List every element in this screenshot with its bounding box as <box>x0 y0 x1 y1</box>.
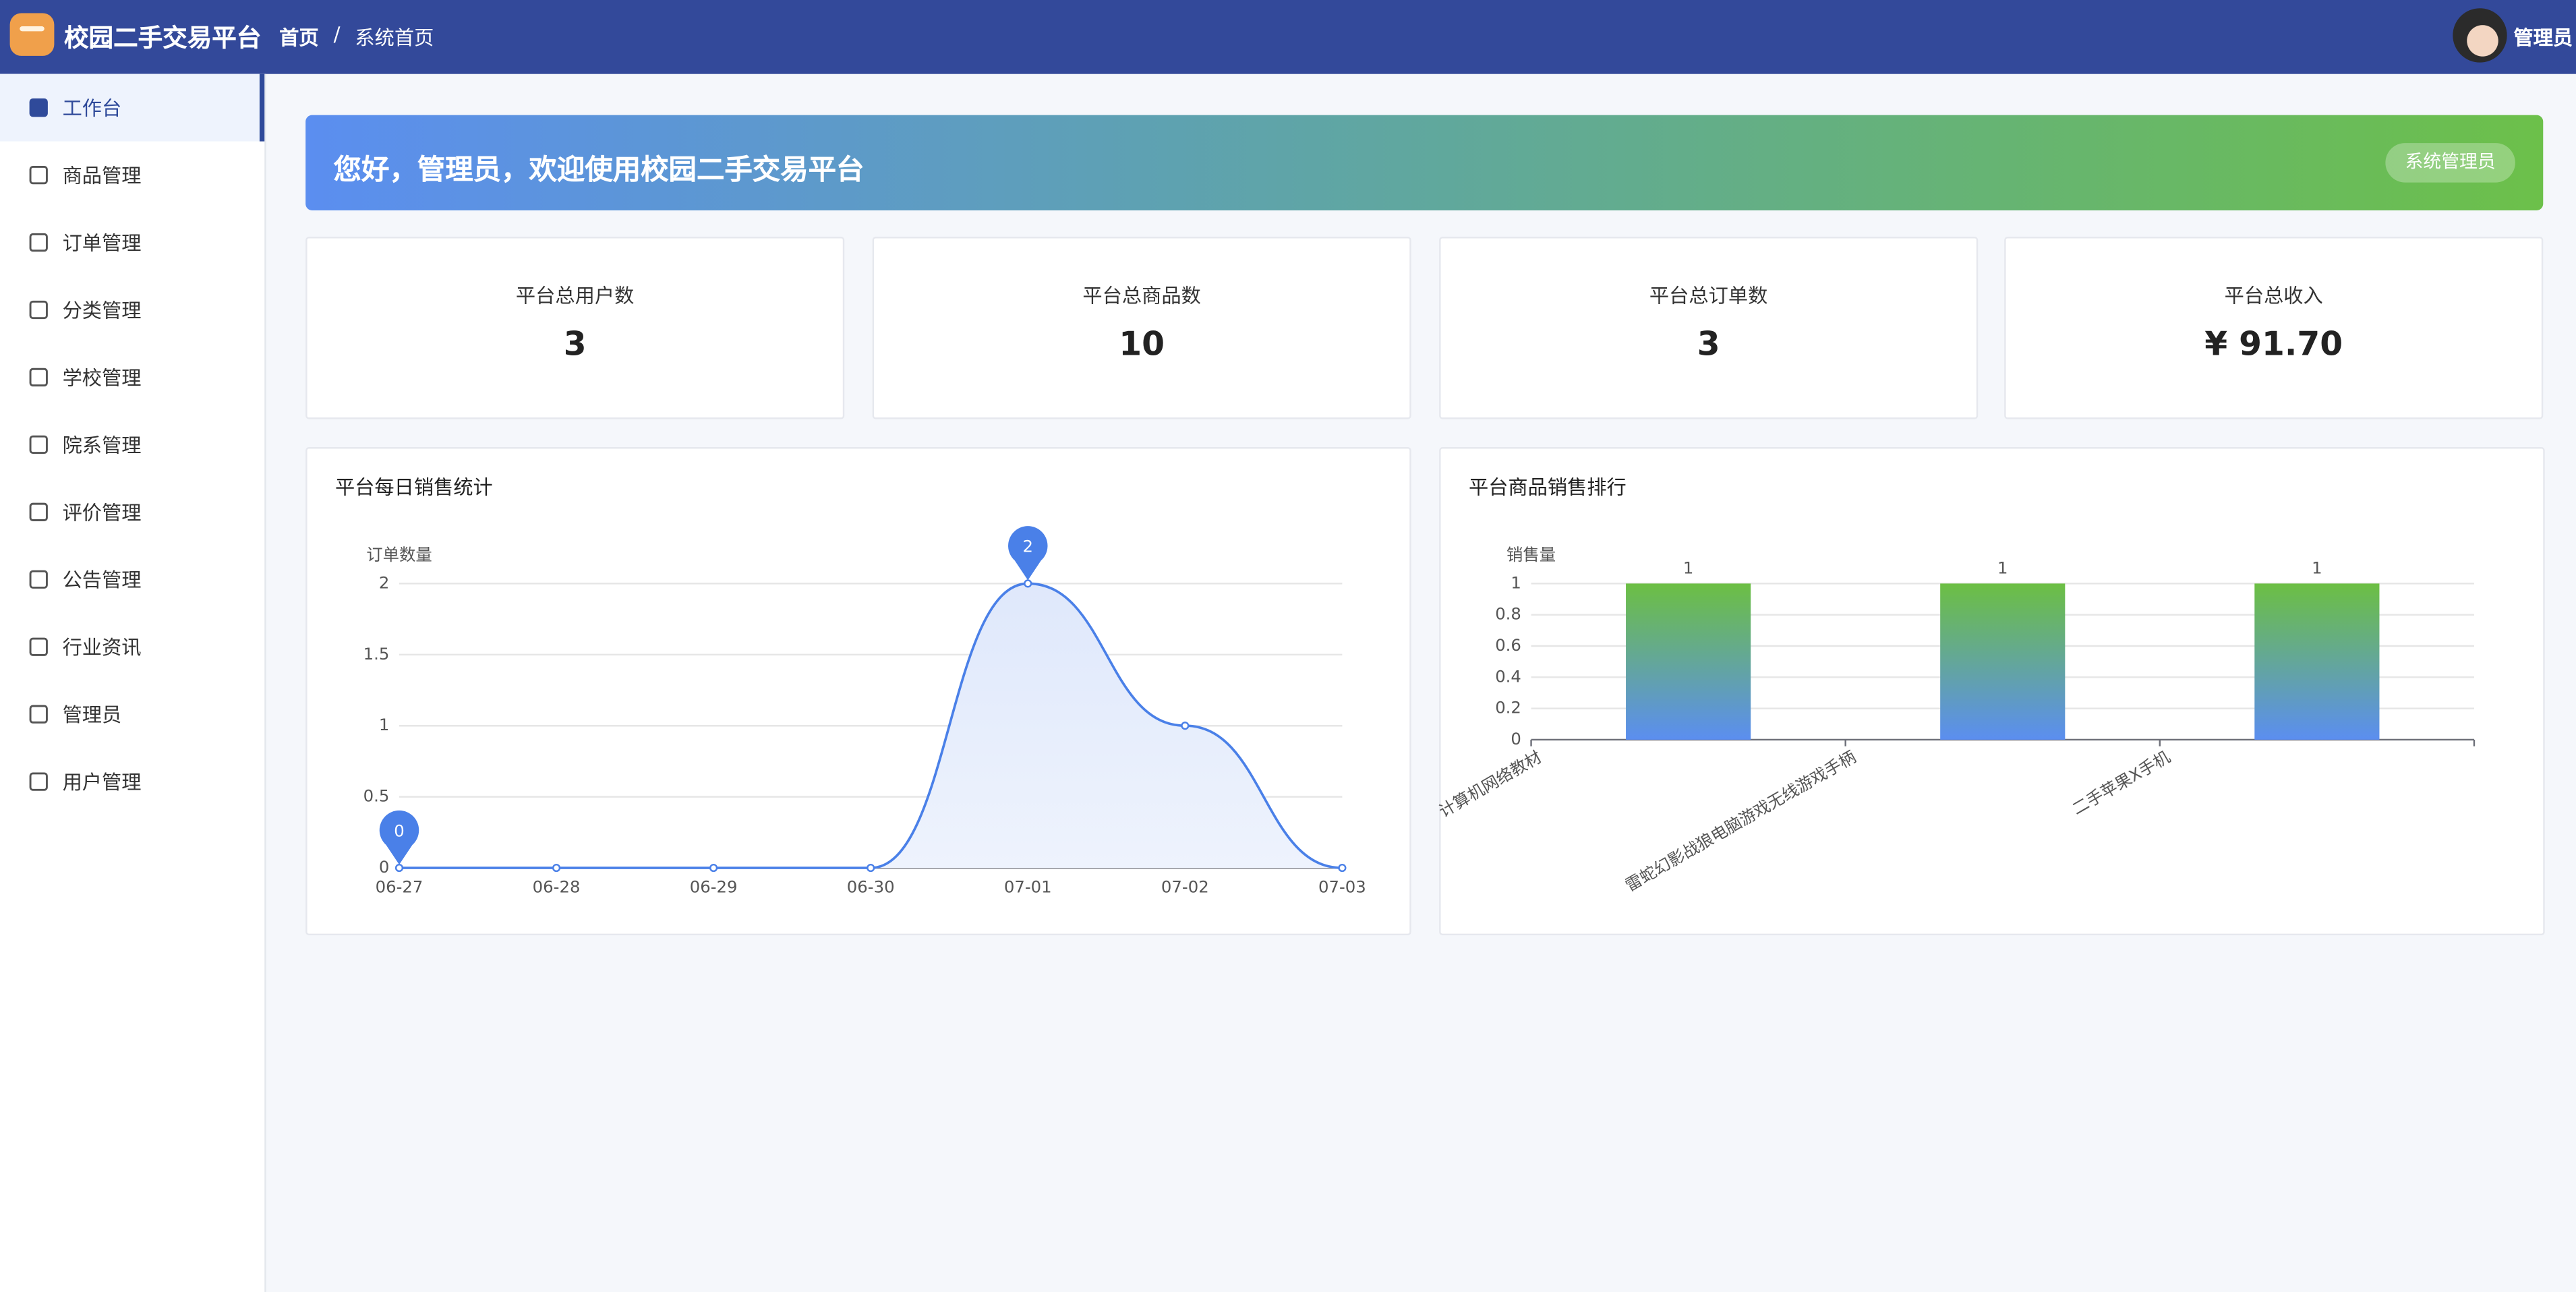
menu-item[interactable]: 评价管理 <box>0 478 264 546</box>
menu-label: 管理员 <box>62 703 122 727</box>
breadcrumb-item[interactable]: 首页 <box>279 26 319 50</box>
menu-item[interactable]: 工作台 <box>0 74 265 142</box>
menu-icon <box>29 98 48 117</box>
menu-item[interactable]: 管理员 <box>0 680 264 748</box>
menu-item[interactable]: 行业资讯 <box>0 613 264 680</box>
stat-card: 平台总订单数 3 <box>1439 237 1979 419</box>
menu-label: 分类管理 <box>62 299 142 322</box>
stat-label: 平台总用户数 <box>515 284 635 307</box>
stat-value: 10 <box>1119 324 1165 363</box>
menu-label: 用户管理 <box>62 771 142 794</box>
menu-item[interactable]: 分类管理 <box>0 276 264 344</box>
menu-icon <box>29 637 48 656</box>
logo <box>9 13 55 56</box>
menu-label: 行业资讯 <box>62 636 142 659</box>
stat-card: 平台总用户数 3 <box>305 237 845 419</box>
role-badge: 系统管理员 <box>2385 143 2515 183</box>
menu-item[interactable]: 公告管理 <box>0 546 264 613</box>
menu-icon <box>29 705 48 724</box>
chart-card <box>305 447 1411 936</box>
stat-value: 3 <box>563 324 587 363</box>
menu-label: 工作台 <box>62 96 122 120</box>
stat-value: 3 <box>1697 324 1720 363</box>
stat-card: 平台总收入 ¥ 91.70 <box>2004 237 2544 419</box>
menu-item[interactable]: 院系管理 <box>0 411 264 478</box>
menu-label: 订单管理 <box>62 231 142 255</box>
site-title: 校园二手交易平台 <box>64 23 262 53</box>
header: 校园二手交易平台 首页 / 系统首页 管理员 <box>0 0 2576 74</box>
menu-icon <box>29 502 48 521</box>
welcome-banner: 您好，管理员，欢迎使用校园二手交易平台 系统管理员 <box>305 115 2544 211</box>
menu-label: 院系管理 <box>62 434 142 457</box>
breadcrumb-separator: / <box>333 23 341 47</box>
stat-card: 平台总商品数 10 <box>872 237 1411 419</box>
user-name[interactable]: 管理员 <box>2513 26 2573 50</box>
menu-icon <box>29 772 48 791</box>
stat-label: 平台总收入 <box>2224 284 2323 307</box>
stat-label: 平台总商品数 <box>1082 284 1201 307</box>
menu-item[interactable]: 商品管理 <box>0 142 264 209</box>
breadcrumb-item[interactable]: 系统首页 <box>355 26 434 50</box>
sidebar: 工作台商品管理订单管理分类管理学校管理院系管理评价管理公告管理行业资讯管理员用户… <box>0 74 266 1292</box>
menu-icon <box>29 165 48 185</box>
stat-value: ¥ 91.70 <box>2204 324 2343 363</box>
menu-label: 公告管理 <box>62 568 142 592</box>
menu-icon <box>29 435 48 454</box>
menu-icon <box>29 300 48 320</box>
menu-label: 评价管理 <box>62 501 142 525</box>
menu-label: 商品管理 <box>62 164 142 187</box>
greeting: 您好，管理员，欢迎使用校园二手交易平台 <box>333 154 865 187</box>
menu-item[interactable]: 学校管理 <box>0 343 264 411</box>
menu-item[interactable]: 订单管理 <box>0 209 264 276</box>
menu-icon <box>29 233 48 252</box>
menu-icon <box>29 570 48 589</box>
menu-label: 学校管理 <box>62 366 142 390</box>
chart-card <box>1439 447 2545 936</box>
breadcrumb: 首页 / 系统首页 <box>279 23 434 51</box>
menu-item[interactable]: 用户管理 <box>0 748 264 815</box>
stat-label: 平台总订单数 <box>1649 284 1768 307</box>
avatar[interactable] <box>2453 8 2507 63</box>
menu-icon <box>29 368 48 387</box>
